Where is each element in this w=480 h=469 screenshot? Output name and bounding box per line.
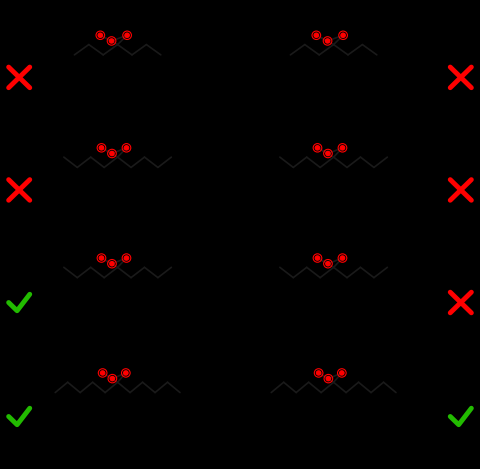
Circle shape xyxy=(314,255,320,261)
Circle shape xyxy=(339,145,345,151)
Circle shape xyxy=(325,151,331,156)
Circle shape xyxy=(108,38,114,44)
Circle shape xyxy=(109,376,115,381)
Circle shape xyxy=(97,32,103,38)
Circle shape xyxy=(324,38,330,44)
Circle shape xyxy=(98,145,104,151)
Circle shape xyxy=(314,145,320,151)
Circle shape xyxy=(340,32,346,38)
Circle shape xyxy=(313,32,319,38)
Circle shape xyxy=(325,376,331,381)
Circle shape xyxy=(123,370,129,376)
Circle shape xyxy=(100,370,106,376)
Circle shape xyxy=(123,255,129,261)
Circle shape xyxy=(339,255,345,261)
Circle shape xyxy=(123,145,129,151)
Circle shape xyxy=(109,151,115,156)
Circle shape xyxy=(124,32,130,38)
Circle shape xyxy=(325,261,331,266)
Circle shape xyxy=(98,255,104,261)
Circle shape xyxy=(316,370,322,376)
Circle shape xyxy=(109,261,115,266)
Circle shape xyxy=(339,370,345,376)
